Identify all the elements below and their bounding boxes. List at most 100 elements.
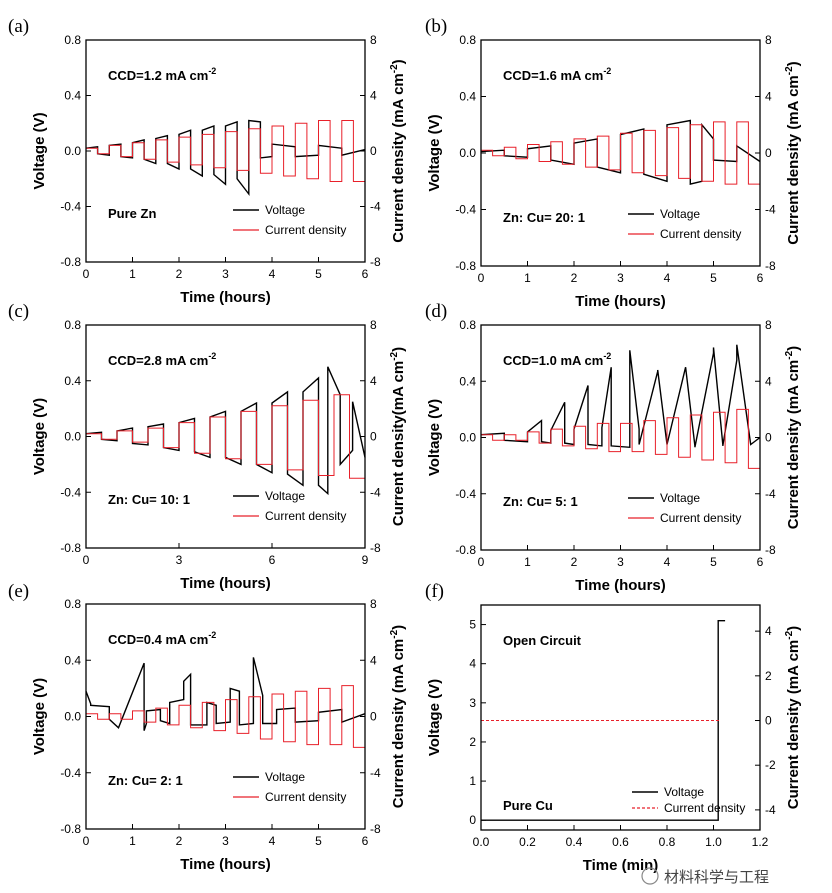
x-tick-label-a: 5 [315,267,322,281]
wechat-logo-icon [641,867,659,885]
legend-label-current-density-a: Current density [265,223,346,237]
sample-label-e: Zn: Cu= 2: 1 [108,773,183,788]
y-tick-label-d: -0.8 [455,543,476,557]
y-tick-label-c: 0.4 [64,374,81,388]
y-axis-label-b: Voltage (V) [426,114,443,191]
x-tick-label-c: 3 [176,553,183,567]
y-tick-label-d: 0.0 [459,431,476,445]
series-current-density-a [86,120,365,182]
y-tick-label-b: 0.0 [459,146,476,160]
y-axis-label-c: Voltage (V) [31,398,48,475]
x-tick-label-e: 0 [83,834,90,848]
x-axis-label-c: Time (hours) [180,575,271,592]
y2-tick-label-c: 4 [370,374,377,388]
y-tick-label-d: 0.4 [459,374,476,388]
sample-label-d: Zn: Cu= 5: 1 [503,494,578,509]
panel-label-e: (e) [8,581,29,602]
y-tick-label-a: 0.4 [64,89,81,103]
y2-axis-label-d: Current density (mA cm-2) [784,346,802,529]
x-tick-label-a: 1 [129,267,136,281]
sample-label-c: Zn: Cu= 10: 1 [108,492,190,507]
y2-tick-label-f: 2 [765,669,772,683]
y2-tick-label-e: 4 [370,653,377,667]
y-axis-label-a: Voltage (V) [31,112,48,189]
series-voltage-b [480,119,761,185]
ccd-annotation-b: CCD=1.6 mA cm-2 [503,66,611,83]
x-tick-label-e: 2 [176,834,183,848]
y2-axis-label-c: Current density(mA cm-2) [389,347,407,526]
x-tick-label-f: 0.2 [519,835,536,849]
y2-tick-label-e: 8 [370,597,377,611]
legend-label-current-density-b: Current density [660,227,741,241]
y2-tick-label-b: 0 [765,146,772,160]
x-tick-label-b: 0 [478,271,485,285]
y-tick-label-c: 0.0 [64,430,81,444]
y-tick-label-f: 3 [469,696,476,710]
y2-tick-label-b: -8 [765,259,776,273]
ccd-annotation-a: CCD=1.2 mA cm-2 [108,66,216,83]
x-tick-label-d: 0 [478,555,485,569]
legend-label-voltage-d: Voltage [660,491,700,505]
series-voltage-d [480,344,761,449]
y-tick-label-c: -0.4 [60,485,81,499]
y2-axis-label-f: Current density (mA cm-2) [784,626,802,809]
x-tick-label-f: 1.0 [705,835,722,849]
legend-label-current-density-e: Current density [265,790,346,804]
sample-label-f: Pure Cu [503,798,553,813]
y2-tick-label-c: 8 [370,318,377,332]
x-tick-label-d: 6 [757,555,764,569]
y-tick-label-f: 2 [469,735,476,749]
y-tick-label-d: 0.8 [459,318,476,332]
legend-label-voltage-a: Voltage [265,203,305,217]
y2-tick-label-a: 8 [370,33,377,47]
series-current-density-c [86,394,365,479]
y-axis-label-e: Voltage (V) [31,678,48,755]
y-tick-label-e: 0.4 [64,653,81,667]
panel-label-a: (a) [8,16,29,37]
x-axis-label-b: Time (hours) [575,293,666,310]
x-tick-label-d: 5 [710,555,717,569]
y-axis-label-d: Voltage (V) [426,399,443,476]
y2-tick-label-a: 4 [370,89,377,103]
y-tick-label-a: 0.0 [64,144,81,158]
ccd-annotation-d: CCD=1.0 mA cm-2 [503,351,611,368]
y2-tick-label-c: 0 [370,430,377,444]
x-tick-label-f: 0.4 [566,835,583,849]
y-tick-label-e: -0.8 [60,822,81,836]
x-tick-label-f: 0.6 [612,835,629,849]
y2-tick-label-d: 4 [765,374,772,388]
x-axis-label-a: Time (hours) [180,289,271,306]
y2-tick-label-e: -4 [370,766,381,780]
y2-tick-label-b: -4 [765,203,776,217]
x-tick-label-b: 4 [664,271,671,285]
x-tick-label-e: 6 [362,834,369,848]
legend-label-voltage-c: Voltage [265,489,305,503]
watermark-text: 材料科学与工程 [664,868,769,886]
x-tick-label-c: 6 [269,553,276,567]
y2-axis-label-a: Current density (mA cm-2) [389,59,407,242]
y2-tick-label-e: -8 [370,822,381,836]
x-tick-label-b: 1 [524,271,531,285]
y2-tick-label-f: 0 [765,714,772,728]
y-tick-label-f: 5 [469,618,476,632]
y2-tick-label-d: -8 [765,543,776,557]
y-axis-label-f: Voltage (V) [426,679,443,756]
y2-tick-label-f: 4 [765,624,772,638]
y-tick-label-b: -0.8 [455,259,476,273]
legend-label-voltage-f: Voltage [664,785,704,799]
y-tick-label-b: 0.4 [459,90,476,104]
x-tick-label-c: 9 [362,553,369,567]
y2-tick-label-e: 0 [370,710,377,724]
y-tick-label-a: -0.8 [60,255,81,269]
y-tick-label-e: 0.8 [64,597,81,611]
y2-axis-label-b: Current density (mA cm-2) [784,61,802,244]
y2-tick-label-c: -8 [370,541,381,555]
y-tick-label-c: 0.8 [64,318,81,332]
y2-tick-label-d: 8 [765,318,772,332]
panel-label-b: (b) [425,16,447,37]
y2-tick-label-a: 0 [370,144,377,158]
legend-label-voltage-b: Voltage [660,207,700,221]
x-tick-label-d: 2 [571,555,578,569]
sample-label-b: Zn: Cu= 20: 1 [503,210,585,225]
